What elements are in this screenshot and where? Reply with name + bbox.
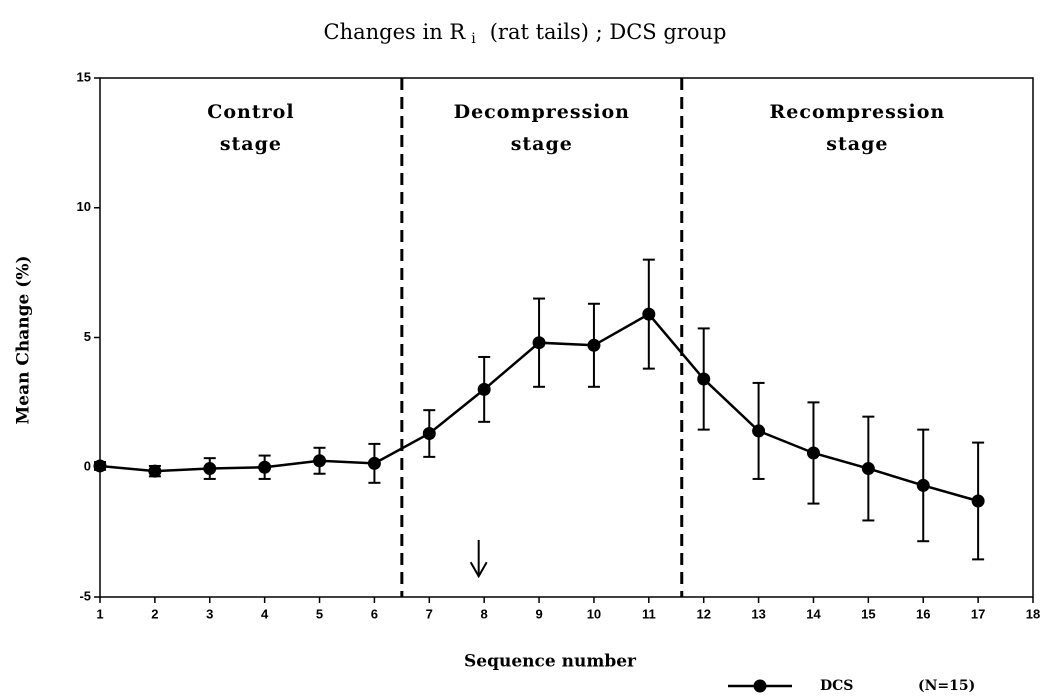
legend-label: DCS <box>820 678 853 694</box>
x-tick-label: 3 <box>206 606 213 621</box>
data-point <box>587 338 601 352</box>
title-subscript: i <box>471 31 476 47</box>
x-tick-label: 13 <box>751 606 765 621</box>
stage-label: Decompression <box>454 101 630 123</box>
data-point <box>532 336 546 350</box>
y-tick-label: 5 <box>84 329 91 344</box>
x-tick-label: 11 <box>642 606 656 621</box>
title-part: (rat tails) ; DCS group <box>490 20 727 44</box>
x-tick-label: 7 <box>426 606 433 621</box>
y-tick-label: -5 <box>79 588 91 603</box>
x-tick-label: 2 <box>151 606 158 621</box>
data-point <box>752 424 766 438</box>
title-part: Changes in R <box>324 20 467 44</box>
legend-marker <box>753 679 767 693</box>
stage-label: stage <box>826 133 888 155</box>
x-tick-label: 14 <box>806 606 821 621</box>
x-tick-label: 9 <box>535 606 542 621</box>
data-point <box>313 454 327 468</box>
stage-label: stage <box>220 133 282 155</box>
data-point <box>642 307 656 321</box>
data-point <box>806 446 820 460</box>
y-tick-label: 15 <box>77 69 91 84</box>
x-tick-label: 18 <box>1026 606 1040 621</box>
x-tick-label: 1 <box>96 606 103 621</box>
data-point <box>971 494 985 508</box>
x-tick-label: 15 <box>861 606 875 621</box>
x-tick-label: 8 <box>481 606 488 621</box>
x-tick-label: 17 <box>971 606 985 621</box>
data-point <box>258 460 272 474</box>
data-point <box>148 464 162 478</box>
x-tick-label: 4 <box>261 606 269 621</box>
stage-label: stage <box>511 133 573 155</box>
data-point <box>697 372 711 386</box>
data-point <box>861 462 875 476</box>
x-tick-label: 12 <box>696 606 710 621</box>
x-tick-label: 10 <box>587 606 601 621</box>
data-point <box>422 427 436 441</box>
plot-frame <box>99 77 1034 598</box>
data-point <box>93 459 107 473</box>
arrow-head <box>469 561 488 579</box>
data-point <box>367 456 381 470</box>
data-point <box>203 462 217 476</box>
data-point <box>477 382 491 396</box>
x-tick-label: 6 <box>371 606 378 621</box>
x-tick-label: 16 <box>916 606 930 621</box>
x-tick-label: 5 <box>316 606 323 621</box>
stage-label: Recompression <box>770 101 946 123</box>
stage-label: Control <box>207 101 294 123</box>
y-tick-label: 0 <box>84 459 91 474</box>
x-axis-label: Sequence number <box>464 652 637 672</box>
y-tick-label: 10 <box>77 199 91 214</box>
data-point <box>916 478 930 492</box>
y-axis-label: Mean Change (%) <box>14 255 34 424</box>
legend-note: (N=15) <box>918 678 975 694</box>
